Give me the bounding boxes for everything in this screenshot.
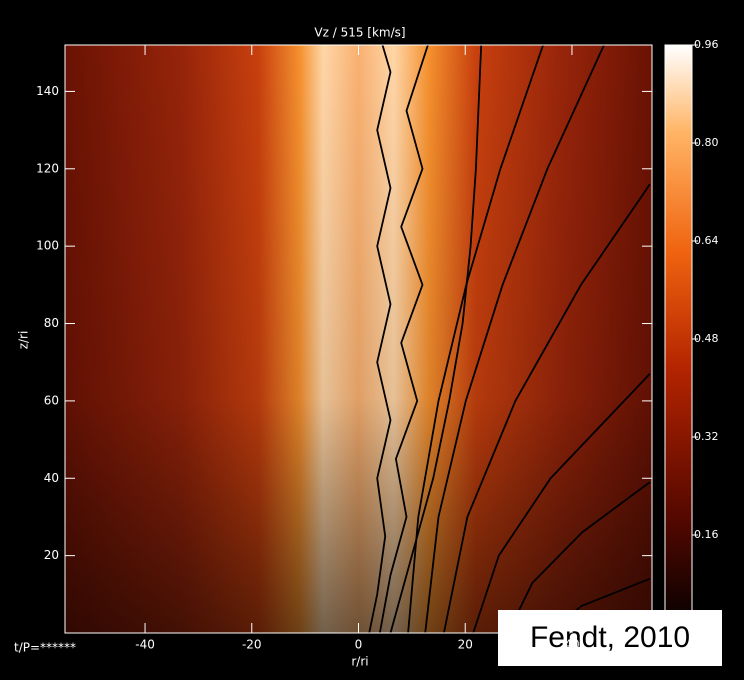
field-line xyxy=(368,44,392,634)
y-tick-label: 60 xyxy=(44,393,59,407)
x-tick-label: -40 xyxy=(135,638,155,652)
x-tick-label: 20 xyxy=(458,638,473,652)
y-tick-label: 40 xyxy=(44,471,59,485)
colorbar-tick-label: 0.80 xyxy=(694,136,719,149)
time-annotation: t/P=****** xyxy=(14,641,76,655)
x-tick-label: 40 xyxy=(564,638,579,652)
y-tick-label: 20 xyxy=(44,548,59,562)
field-line xyxy=(472,373,651,634)
credit-box xyxy=(498,610,722,666)
credit: Fendt, 2010 xyxy=(530,621,690,654)
field-line xyxy=(407,44,544,634)
y-tick-label: 120 xyxy=(36,161,59,175)
field-line xyxy=(507,481,651,634)
y-tick-label: 140 xyxy=(36,84,59,98)
colorbar-tick-label: 0.16 xyxy=(694,528,719,541)
colorbar-tick-label: 0.64 xyxy=(694,234,719,247)
colorbar-tick-label: 0.00 xyxy=(694,626,719,639)
x-axis-label: r/ri xyxy=(351,655,368,669)
y-axis-label: z/ri xyxy=(17,331,31,350)
field-line xyxy=(424,44,605,634)
x-tick-label: 0 xyxy=(355,638,363,652)
colorbar-tick-label: 0.96 xyxy=(694,38,719,51)
x-tick-label: -20 xyxy=(242,638,262,652)
field-shade xyxy=(65,45,652,633)
colorbar-tick-label: 0.48 xyxy=(694,332,719,345)
colorbar-tick-label: 0.32 xyxy=(694,430,719,443)
field-line xyxy=(378,44,429,634)
y-tick-label: 100 xyxy=(36,239,59,253)
colorbar xyxy=(664,44,693,634)
y-tick-label: 80 xyxy=(44,316,59,330)
field-line xyxy=(443,183,651,634)
chart-title: Vz / 515 [km/s] xyxy=(314,26,405,40)
